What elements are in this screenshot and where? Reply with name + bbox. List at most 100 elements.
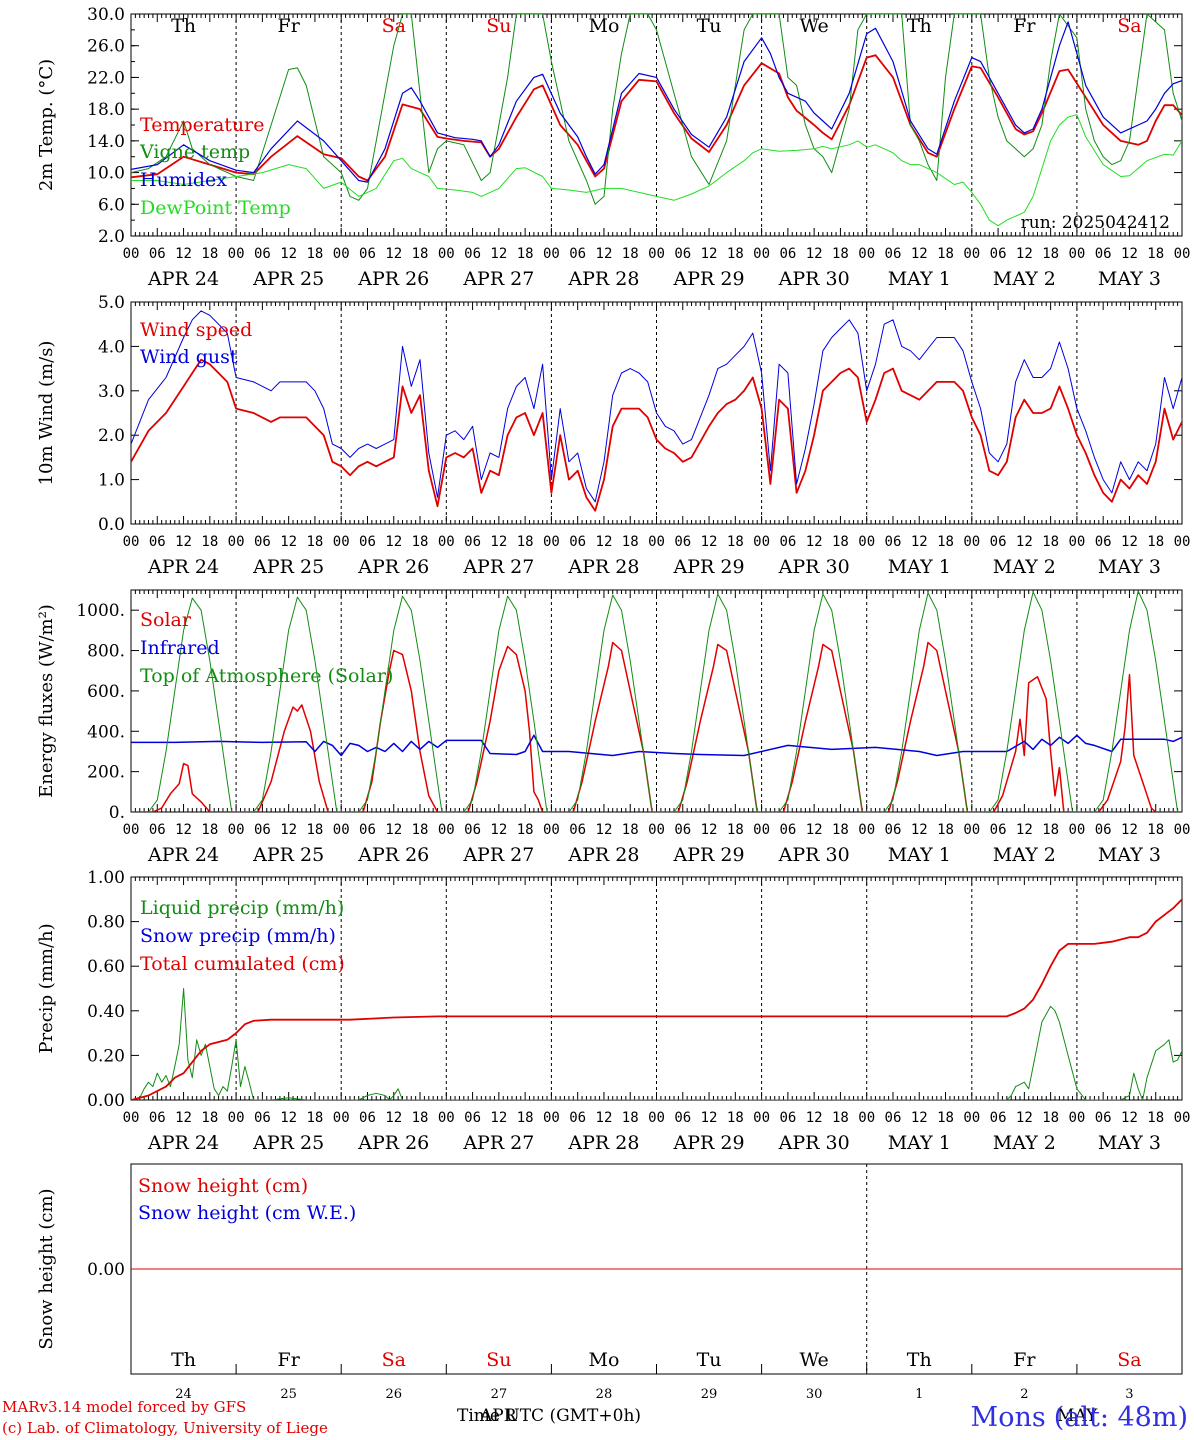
precip-y-tick-label: 0.20 [87, 1046, 125, 1066]
temperature-hour-label: 18 [412, 246, 429, 262]
temperature-hour-label: 00 [963, 246, 980, 262]
energy-y-tick-label: 0. [109, 803, 125, 823]
temperature-legend-entry: Temperature [140, 114, 264, 136]
precip-date-label: MAY 1 [888, 1132, 951, 1154]
temperature-y-axis-label: 2m Temp. (°C) [36, 59, 57, 191]
energy-date-label: MAY 1 [888, 844, 951, 866]
precip-series-1 [131, 898, 1182, 1100]
energy-legend-entry: Solar [140, 609, 192, 631]
temperature-hour-label: 18 [517, 246, 534, 262]
energy-hour-label: 18 [832, 822, 849, 838]
temperature-hour-label: 18 [727, 246, 744, 262]
temperature-y-tick-label: 26.0 [87, 37, 125, 57]
temperature-weekday-label: Th [907, 15, 932, 37]
energy-hour-label: 06 [149, 822, 166, 838]
precip-hour-label: 18 [201, 1110, 218, 1126]
wind-hour-label: 18 [412, 534, 429, 550]
wind-hour-label: 18 [937, 534, 954, 550]
temperature-hour-label: 12 [911, 246, 928, 262]
day-number-label: 24 [175, 1387, 192, 1402]
wind-hour-label: 06 [464, 534, 481, 550]
precip-hour-label: 18 [727, 1110, 744, 1126]
wind-date-label: MAY 3 [1098, 556, 1161, 578]
precip-hour-label: 06 [149, 1110, 166, 1126]
temperature-hour-label: 18 [832, 246, 849, 262]
day-number-label: 3 [1125, 1387, 1133, 1402]
wind-hour-label: 06 [359, 534, 376, 550]
energy-hour-label: 18 [306, 822, 323, 838]
wind-hour-label: 00 [228, 534, 245, 550]
wind-date-label: APR 25 [252, 556, 324, 578]
energy-hour-label: 12 [490, 822, 507, 838]
precip-hour-label: 00 [753, 1110, 770, 1126]
precip-hour-label: 12 [1016, 1110, 1033, 1126]
precip-hour-label: 18 [412, 1110, 429, 1126]
precip-hour-label: 06 [254, 1110, 271, 1126]
wind-hour-label: 12 [1016, 534, 1033, 550]
wind-hour-label: 06 [885, 534, 902, 550]
precip-date-label: MAY 2 [993, 1132, 1056, 1154]
precip-date-label: APR 28 [567, 1132, 639, 1154]
precip-hour-label: 12 [1121, 1110, 1138, 1126]
precip-y-tick-label: 0.60 [87, 957, 125, 977]
precip-date-label: APR 24 [147, 1132, 219, 1154]
wind-hour-label: 12 [806, 534, 823, 550]
temperature-hour-label: 00 [543, 246, 560, 262]
wind-hour-label: 18 [306, 534, 323, 550]
temperature-weekday-label: Tu [697, 15, 722, 37]
energy-hour-label: 18 [622, 822, 639, 838]
temperature-hour-label: 06 [885, 246, 902, 262]
energy-hour-label: 00 [648, 822, 665, 838]
energy-hour-label: 12 [701, 822, 718, 838]
day-number-label: 2 [1020, 1387, 1028, 1402]
temperature-hour-label: 06 [990, 246, 1007, 262]
wind-date-label: APR 30 [778, 556, 850, 578]
energy-y-tick-label: 1000. [76, 601, 125, 621]
temperature-date-label: APR 29 [673, 268, 745, 290]
wind-y-tick-label: 2.0 [98, 426, 125, 446]
wind-hour-label: 06 [1095, 534, 1112, 550]
wind-hour-label: 12 [701, 534, 718, 550]
wind-hour-label: 06 [990, 534, 1007, 550]
wind-hour-label: 12 [911, 534, 928, 550]
temperature-hour-label: 18 [937, 246, 954, 262]
precip-hour-label: 12 [911, 1110, 928, 1126]
energy-date-label: APR 28 [567, 844, 639, 866]
wind-date-label: MAY 2 [993, 556, 1056, 578]
energy-hour-label: 00 [753, 822, 770, 838]
energy-date-label: APR 27 [462, 844, 534, 866]
precip-legend-entry: Liquid precip (mm/h) [140, 897, 344, 919]
energy-y-tick-label: 600. [87, 682, 125, 702]
energy-date-label: APR 25 [252, 844, 324, 866]
energy-hour-label: 12 [175, 822, 192, 838]
wind-hour-label: 12 [490, 534, 507, 550]
energy-hour-label: 06 [990, 822, 1007, 838]
energy-y-tick-label: 400. [87, 722, 125, 742]
precip-hour-label: 12 [490, 1110, 507, 1126]
wind-y-tick-label: 1.0 [98, 471, 125, 491]
wind-series-1 [131, 310, 1182, 503]
temperature-weekday-label: Sa [382, 15, 406, 37]
temperature-hour-label: 12 [806, 246, 823, 262]
snow-y-axis-label: Snow height (cm) [36, 1188, 57, 1349]
snow-weekday-label: Fr [278, 1349, 301, 1371]
precip-y-tick-label: 0.80 [87, 913, 125, 933]
model-credit: MARv3.14 model forced by GFS [2, 1398, 247, 1416]
wind-hour-label: 12 [175, 534, 192, 550]
temperature-hour-label: 00 [333, 246, 350, 262]
temperature-date-label: APR 24 [147, 268, 219, 290]
precip-series-0 [131, 988, 1182, 1100]
temperature-hour-label: 00 [648, 246, 665, 262]
energy-hour-label: 00 [1068, 822, 1085, 838]
wind-hour-label: 18 [1042, 534, 1059, 550]
temperature-hour-label: 12 [1016, 246, 1033, 262]
energy-date-label: APR 24 [147, 844, 219, 866]
wind-hour-label: 12 [385, 534, 402, 550]
day-number-label: 25 [280, 1387, 297, 1402]
temperature-weekday-label: Mo [588, 15, 619, 37]
wind-hour-label: 18 [1147, 534, 1164, 550]
precip-hour-label: 18 [622, 1110, 639, 1126]
wind-y-tick-label: 5.0 [98, 293, 125, 313]
precip-hour-label: 06 [359, 1110, 376, 1126]
overlap-month-label: APR [480, 1406, 517, 1426]
